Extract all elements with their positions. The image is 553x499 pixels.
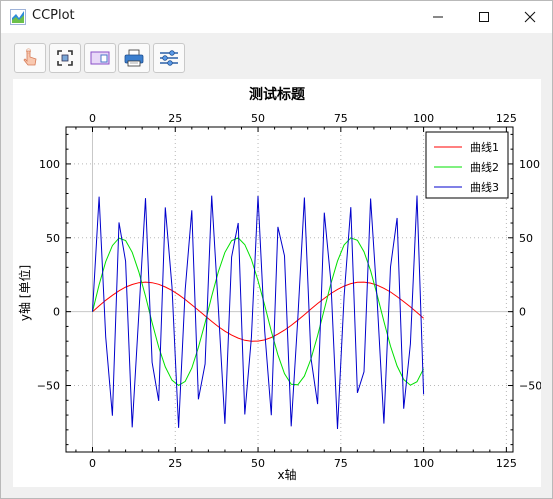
x-tick-label: 100: [413, 457, 434, 470]
series-line-1: [92, 281, 424, 342]
maximize-button[interactable]: [461, 1, 507, 33]
layout-icon: [90, 51, 110, 65]
tick-layer: 0 0 25 25 50 50 75 75 100 100 125 125 −50 −50 0 0 50 50 10…: [37, 112, 542, 470]
close-button[interactable]: [507, 1, 553, 33]
y-tick-label: −50: [37, 380, 60, 393]
x-tick-label: 50: [251, 457, 265, 470]
window-title: CCPlot: [32, 8, 75, 23]
fit-view-button[interactable]: [49, 43, 81, 73]
minimize-button[interactable]: [415, 1, 461, 33]
y-tick-label: 0: [53, 306, 60, 319]
zero-lines: [66, 127, 513, 452]
plot-area: 0 0 25 25 50 50 75 75 100 100 125 125 −50 −50 0 0 50 50 10…: [13, 79, 542, 487]
chart-canvas[interactable]: 0 0 25 25 50 50 75 75 100 100 125 125 −50 −50 0 0 50 50 10…: [13, 79, 542, 487]
chart-title: 测试标题: [249, 86, 306, 103]
x-tick-label: 25: [168, 457, 182, 470]
print-icon: [124, 49, 144, 67]
x-top-tick-label: 0: [89, 112, 96, 125]
fit-view-icon: [57, 50, 73, 66]
y-right-tick-label: 50: [519, 232, 533, 245]
legend-label: 曲线1: [470, 140, 499, 154]
settings-sliders-icon: [160, 50, 178, 66]
y-right-tick-label: 0: [519, 306, 526, 319]
x-tick-label: 75: [334, 457, 348, 470]
y-right-tick-label: −50: [519, 380, 541, 393]
x-axis-label: x轴: [277, 467, 296, 482]
x-top-tick-label: 125: [496, 112, 517, 125]
series-line-3: [92, 195, 425, 430]
pointer-icon: [23, 48, 37, 66]
x-tick-label: 0: [89, 457, 96, 470]
settings-button[interactable]: [153, 43, 185, 73]
layout-button[interactable]: [84, 43, 116, 73]
pointer-tool-button[interactable]: [14, 43, 46, 73]
maximize-icon: [479, 12, 489, 22]
app-logo-icon: [10, 9, 26, 25]
minimize-icon: [433, 16, 443, 18]
y-tick-label: 100: [39, 158, 60, 171]
axis-frame: [65, 126, 514, 453]
x-tick-label: 125: [496, 457, 517, 470]
close-icon: [524, 11, 536, 23]
y-right-tick-label: 100: [519, 158, 540, 171]
x-top-tick-label: 75: [334, 112, 348, 125]
title-bar: CCPlot: [1, 1, 552, 33]
toolbar: [1, 33, 552, 77]
legend-label: 曲线2: [470, 160, 499, 174]
x-top-tick-label: 100: [413, 112, 434, 125]
x-top-tick-label: 25: [168, 112, 182, 125]
legend: 曲线1 曲线2 曲线3: [425, 131, 509, 199]
y-axis-label: y轴 [单位]: [17, 265, 32, 321]
legend-label: 曲线3: [470, 180, 499, 194]
y-tick-label: 50: [46, 232, 60, 245]
x-top-tick-label: 50: [251, 112, 265, 125]
series-layer: [92, 195, 425, 430]
print-button[interactable]: [118, 43, 150, 73]
